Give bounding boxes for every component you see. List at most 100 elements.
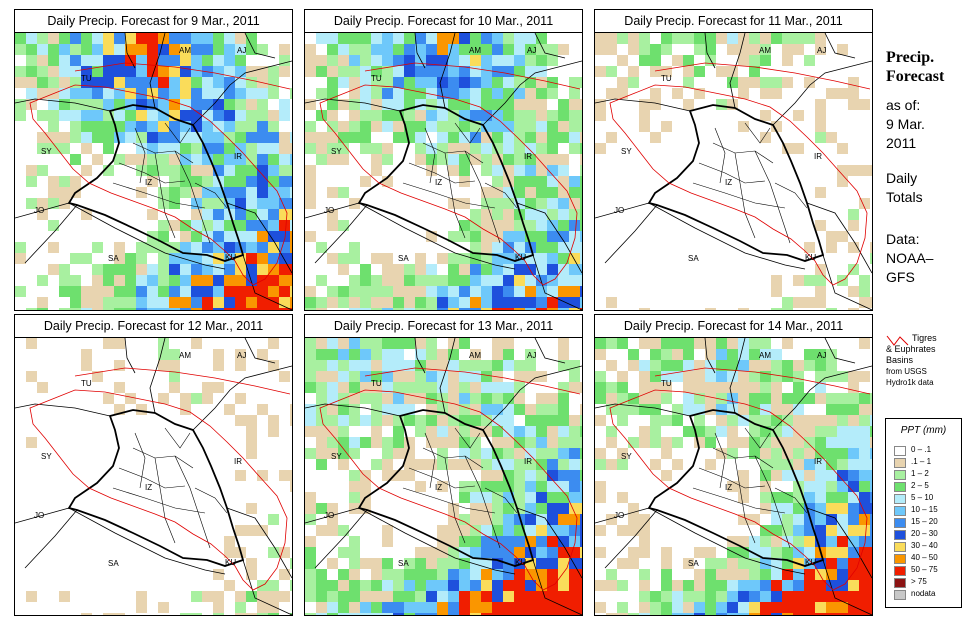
precip-cell	[859, 514, 870, 525]
precip-cell	[257, 231, 268, 242]
precip-cell	[268, 110, 279, 121]
precip-cell	[371, 580, 382, 591]
precip-cell	[749, 558, 760, 569]
precip-cell	[279, 44, 290, 55]
precip-cell	[815, 297, 826, 308]
precip-cell	[48, 198, 59, 209]
country-label: AJ	[817, 46, 826, 55]
precip-cell	[338, 44, 349, 55]
panel-title: Daily Precip. Forecast for 12 Mar., 2011	[15, 315, 292, 338]
precip-cell	[580, 591, 582, 602]
precip-cell	[837, 481, 848, 492]
precip-cell	[382, 569, 393, 580]
precip-cell	[826, 602, 837, 613]
precip-cell	[338, 77, 349, 88]
precip-cell	[536, 264, 547, 275]
precip-cell	[114, 154, 125, 165]
precip-cell	[837, 514, 848, 525]
precip-cell	[558, 481, 569, 492]
precip-cell	[382, 44, 393, 55]
precip-cell	[191, 143, 202, 154]
precip-cell	[650, 437, 661, 448]
precip-cell	[327, 371, 338, 382]
precip-cell	[481, 492, 492, 503]
country-border	[242, 559, 292, 615]
precip-cell	[804, 275, 815, 286]
precip-cell	[125, 110, 136, 121]
precip-cell	[158, 77, 169, 88]
precip-cell	[268, 253, 279, 264]
precip-cell	[327, 503, 338, 514]
precip-cell	[661, 591, 672, 602]
precip-cell	[147, 308, 158, 310]
country-label: TU	[371, 74, 382, 83]
basin-outline	[654, 62, 871, 90]
basin-outline	[29, 84, 288, 286]
precip-cell	[738, 558, 749, 569]
province-border	[734, 457, 756, 544]
precip-cell	[48, 176, 59, 187]
precip-cell	[470, 55, 481, 66]
precip-cell	[580, 209, 582, 220]
country-border	[482, 60, 582, 126]
precip-cell	[180, 143, 191, 154]
precip-cell	[848, 459, 859, 470]
precip-cell	[224, 275, 235, 286]
precip-cell	[492, 165, 503, 176]
precip-cell	[360, 110, 371, 121]
precip-cell	[316, 88, 327, 99]
precip-cell	[235, 591, 246, 602]
precip-cell	[213, 132, 224, 143]
precip-cell	[393, 297, 404, 308]
precip-cell	[859, 198, 870, 209]
precip-cell	[514, 209, 525, 220]
precip-cell	[481, 88, 492, 99]
precip-cell	[316, 437, 327, 448]
precip-cell	[536, 132, 547, 143]
precip-cell	[169, 143, 180, 154]
precip-cell	[213, 88, 224, 99]
precip-cell	[837, 602, 848, 613]
precip-cell	[48, 242, 59, 253]
precip-cell	[360, 580, 371, 591]
precip-cell	[59, 187, 70, 198]
precip-cell	[617, 77, 628, 88]
precip-cell	[826, 404, 837, 415]
precip-cell	[114, 286, 125, 297]
precip-cell	[180, 176, 191, 187]
precip-cell	[338, 371, 349, 382]
precip-cell	[338, 459, 349, 470]
precip-cells	[595, 33, 872, 310]
precip-cell	[459, 602, 470, 613]
precip-cell	[305, 580, 316, 591]
precip-cell	[859, 569, 870, 580]
precip-cell	[70, 253, 81, 264]
precip-cell	[793, 503, 804, 514]
precip-cell	[279, 99, 290, 110]
precip-cell	[569, 371, 580, 382]
precip-cell	[180, 132, 191, 143]
precip-cell	[859, 613, 870, 615]
precip-cell	[393, 275, 404, 286]
precip-cell	[349, 88, 360, 99]
precip-cell	[92, 77, 103, 88]
country-border	[314, 509, 368, 569]
precip-cell	[558, 536, 569, 547]
precip-cell	[826, 492, 837, 503]
precip-cell	[727, 338, 738, 349]
precip-cell	[437, 591, 448, 602]
precip-cell	[180, 393, 191, 404]
precip-cell	[749, 547, 760, 558]
precip-cell	[136, 602, 147, 613]
country-border	[516, 507, 582, 579]
province-border	[774, 487, 808, 514]
precip-cell	[716, 580, 727, 591]
precip-cell	[683, 580, 694, 591]
precip-cell	[448, 308, 459, 310]
precip-cell	[305, 132, 316, 143]
country-label: AM	[179, 46, 191, 55]
precip-cell	[415, 415, 426, 426]
precip-cell	[503, 514, 514, 525]
precip-cell	[727, 371, 738, 382]
